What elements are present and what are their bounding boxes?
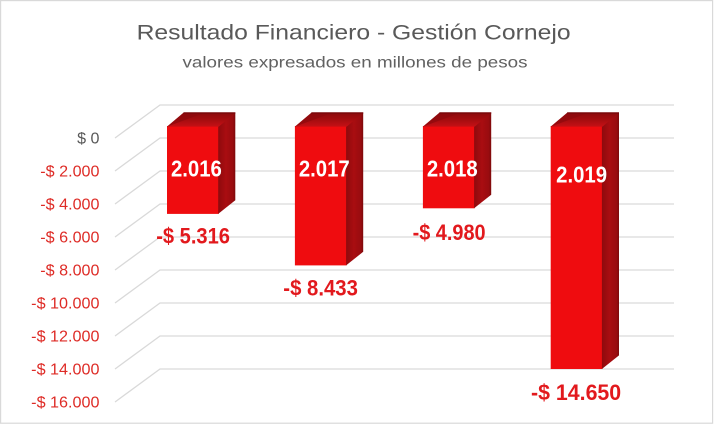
svg-text:-$ 14.650: -$ 14.650	[531, 380, 621, 405]
svg-text:-$ 8.433: -$ 8.433	[283, 276, 358, 301]
svg-text:-$ 8.000: -$ 8.000	[40, 263, 100, 280]
svg-text:2.016: 2.016	[171, 156, 222, 182]
svg-text:-$ 5.316: -$ 5.316	[156, 224, 230, 249]
svg-text:$ 0: $ 0	[77, 131, 100, 148]
svg-text:-$ 10.000: -$ 10.000	[31, 296, 100, 313]
svg-text:-$ 4.000: -$ 4.000	[40, 197, 100, 214]
svg-text:-$ 2.000: -$ 2.000	[40, 164, 100, 181]
svg-text:-$ 14.000: -$ 14.000	[31, 362, 100, 379]
svg-text:-$ 12.000: -$ 12.000	[31, 329, 100, 346]
svg-text:2.018: 2.018	[427, 156, 478, 182]
svg-text:-$ 6.000: -$ 6.000	[40, 230, 100, 247]
svg-text:Resultado Financiero - Gestión: Resultado Financiero - Gestión Cornejo	[137, 22, 571, 45]
svg-text:-$ 4.980: -$ 4.980	[413, 220, 486, 245]
svg-text:-$ 16.000: -$ 16.000	[31, 395, 100, 412]
svg-text:2.019: 2.019	[556, 162, 607, 188]
svg-text:2.017: 2.017	[299, 156, 350, 182]
svg-text:valores expresados en millones: valores expresados en millones de pesos	[183, 55, 528, 72]
